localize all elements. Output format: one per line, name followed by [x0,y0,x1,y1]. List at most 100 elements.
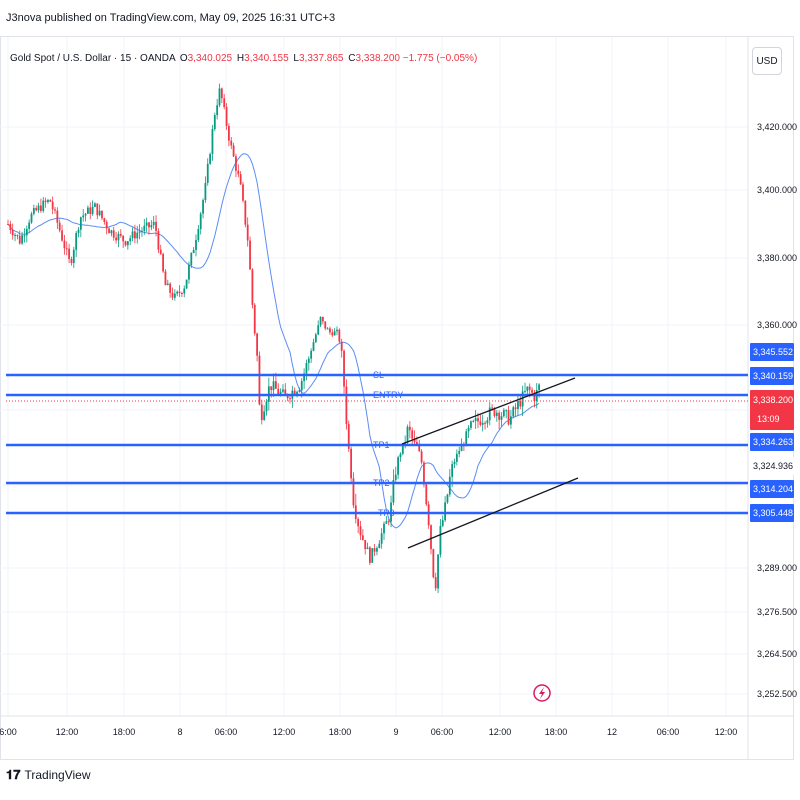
candle [277,388,280,394]
time-tick-label: 18:00 [113,727,136,737]
level-label-tp3: TP3 [378,508,395,518]
symbol-title: Gold Spot / U.S. Dollar · 15 · OANDA [10,53,176,64]
channel-lower-line[interactable] [407,477,579,549]
candle [239,174,242,185]
candle [94,203,96,207]
candle [420,451,423,463]
candle [300,380,303,391]
candle [103,218,106,222]
time-tick-label: 12:00 [273,727,296,737]
candle [209,154,211,164]
candle [477,418,479,422]
candle [225,107,228,126]
candle [110,230,113,234]
candle [430,525,432,550]
candle [195,239,197,250]
candle [49,199,52,202]
candle [218,88,221,106]
candle [117,233,120,241]
candle [30,213,33,223]
candle [235,156,237,171]
candle [444,502,446,521]
candle [361,535,364,540]
candle [305,363,308,374]
candle [275,381,277,389]
lightning-glyph-icon [539,687,545,699]
candle [507,410,510,425]
tradingview-logo-icon: 𝟏𝟕 [6,767,21,782]
candle [23,235,26,237]
candle [16,234,19,236]
candle [538,384,540,391]
candle [427,504,430,526]
candle [524,391,526,393]
candle [115,237,117,241]
candle [122,235,125,242]
candle [455,453,458,462]
candle [528,386,531,390]
candle [279,391,282,394]
candle [333,331,336,336]
candle [399,453,402,458]
candle [40,205,42,211]
candle [265,401,268,412]
candle [54,209,56,211]
close-label: C [348,53,356,64]
candle [526,386,529,392]
candle [296,391,298,395]
candle [303,373,305,381]
candle [413,438,416,443]
candle [423,462,425,485]
candle [293,390,296,395]
candle [84,213,87,216]
price-level-box-label: 3,305.448 [753,508,793,518]
price-level-box [750,504,794,522]
level-label-tp2: TP2 [373,478,390,488]
time-tick-label: 12:00 [715,727,738,737]
candle [289,398,291,400]
candle [28,222,31,229]
brand-name: TradingView [24,768,91,782]
candle [369,547,371,563]
candle [352,478,355,506]
currency-button[interactable]: USD [752,47,782,75]
candle [91,206,94,214]
candle [350,448,352,479]
candle [260,404,263,420]
candle [230,140,233,146]
candle [244,200,247,225]
candle [397,457,399,475]
candle [232,145,235,157]
candle [213,115,216,130]
candle [216,105,219,116]
candle [56,210,59,223]
candle [376,548,378,552]
candle [211,129,214,155]
candle [517,401,519,409]
candle [343,350,345,387]
candle [373,548,376,552]
publication-credit: J3nova published on TradingView.com, May… [6,12,336,24]
candle [465,431,468,447]
candle [63,240,66,249]
candle [378,543,381,549]
candle [371,548,374,563]
candle [425,484,428,505]
price-level-box-label: 3,314.204 [753,484,793,494]
candle [338,329,341,342]
candle [467,427,470,432]
candle [493,408,496,416]
candle [138,231,141,233]
candle [282,389,284,392]
channel-upper-line[interactable] [401,377,576,445]
open-value: 3,340.025 [187,53,233,64]
candle [502,410,505,417]
candle [434,577,437,589]
candle [72,249,75,264]
candle [519,401,522,407]
candle [495,412,498,416]
candle [521,391,524,407]
candle [126,241,129,246]
price-level-box [750,367,794,385]
